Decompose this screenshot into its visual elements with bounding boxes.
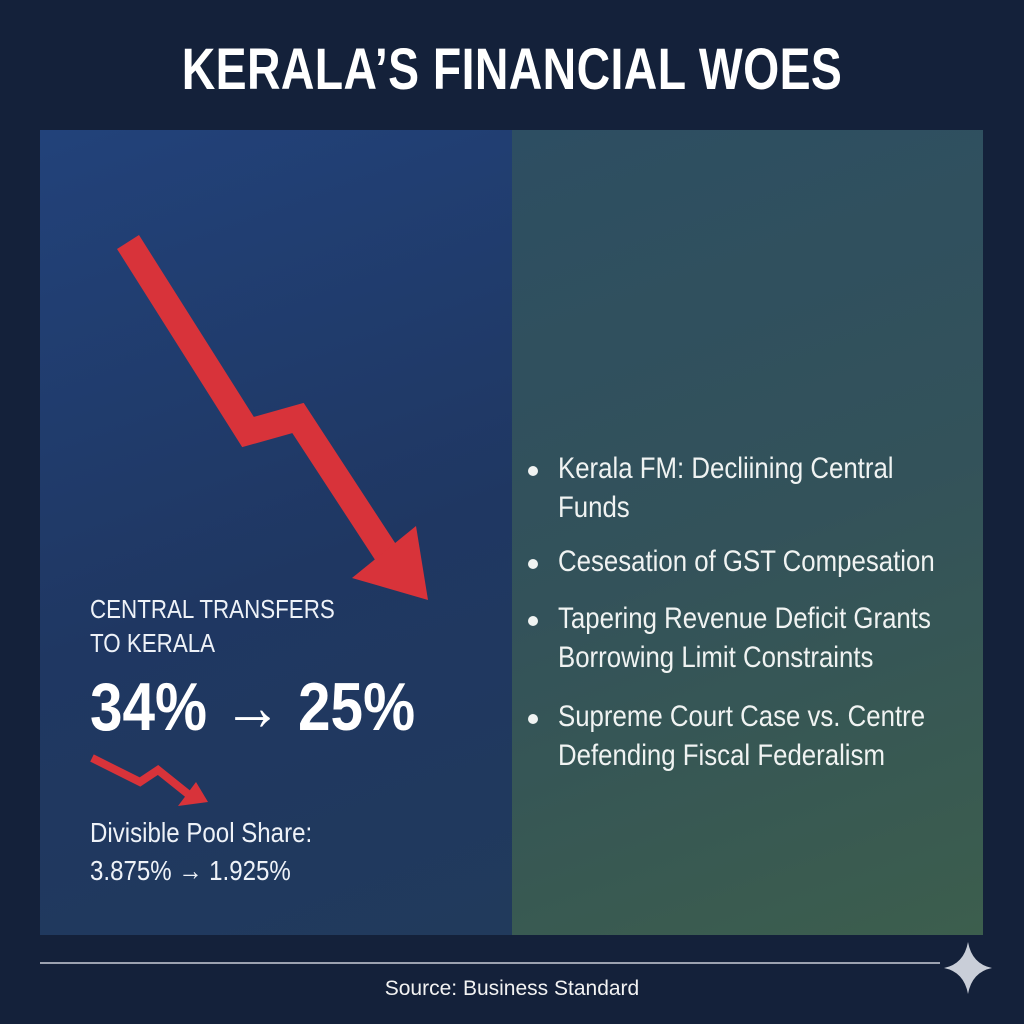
small-arrow (90, 754, 191, 798)
title: KERALA’S FINANCIAL WOES (181, 37, 843, 102)
sparkle (944, 942, 992, 994)
big-arrow (117, 235, 403, 570)
bullet-text: Defending Fiscal Federalism (558, 739, 885, 772)
bullet-dot (528, 466, 538, 476)
left-panel (40, 130, 512, 935)
small-arrow-head (178, 782, 208, 806)
heading-line: TO KERALA (90, 628, 216, 658)
detail-label: Divisible Pool Share: (90, 817, 313, 848)
detail-figure: 3.875% → 1.925% (90, 855, 291, 886)
bullet-text: Borrowing Limit Constraints (558, 641, 874, 674)
bullet-text: Tapering Revenue Deficit Grants (558, 602, 931, 635)
bullet-text: Supreme Court Case vs. Centre (558, 700, 926, 733)
headline-figure: 34% → 25% (90, 669, 416, 745)
bullet-dot (528, 559, 538, 569)
heading-line: CENTRAL TRANSFERS (90, 594, 335, 624)
bullet-text: Cesesation of GST Compesation (558, 545, 935, 578)
bullet-text: Kerala FM: Decliining Central (558, 452, 894, 485)
bullet-dot (528, 616, 538, 626)
bullet-text: Funds (558, 491, 630, 524)
source: Source: Business Standard (384, 977, 640, 1000)
bullet-dot (528, 714, 538, 724)
right-panel (512, 130, 983, 935)
big-arrow-head (352, 526, 428, 600)
